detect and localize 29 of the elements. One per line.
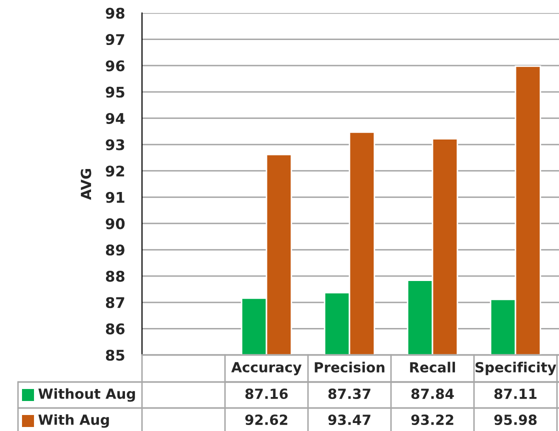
x-tick-label: Specificity [476,362,556,376]
y-tick-label: 93 [106,139,124,150]
y-tick-label: 89 [106,244,124,256]
y-tick-label: 86 [106,323,125,334]
y-tick-label: 95 [106,86,124,98]
x-tick-label: Precision [314,362,384,373]
y-tick-label: 92 [106,166,124,177]
y-tick-label: 97 [106,34,124,46]
legend-label: With Aug [38,414,109,428]
data-label: 87.16 [245,388,288,400]
data-label: 87.37 [328,388,370,400]
y-tick-label: 85 [106,350,124,361]
data-label: 93.22 [411,414,454,426]
y-tick-label: 98 [106,8,124,19]
x-tick-label: Recall [410,362,455,373]
data-label: 87.11 [494,388,537,400]
y-tick-label: 96 [106,60,125,72]
y-tick-label: 94 [106,112,125,124]
y-tick-label: 88 [106,270,124,282]
y-tick-label: 91 [106,192,124,203]
data-label: 92.62 [245,414,288,426]
data-label: 93.47 [328,414,370,426]
legend-label: Without Aug [38,388,135,402]
data-label: 95.98 [494,414,537,426]
y-tick-label: 90 [106,218,125,230]
x-tick-label: Accuracy [231,362,302,376]
y-axis-title: AVG [80,169,92,200]
y-tick-label: 87 [106,297,124,308]
data-label: 87.84 [411,388,454,400]
